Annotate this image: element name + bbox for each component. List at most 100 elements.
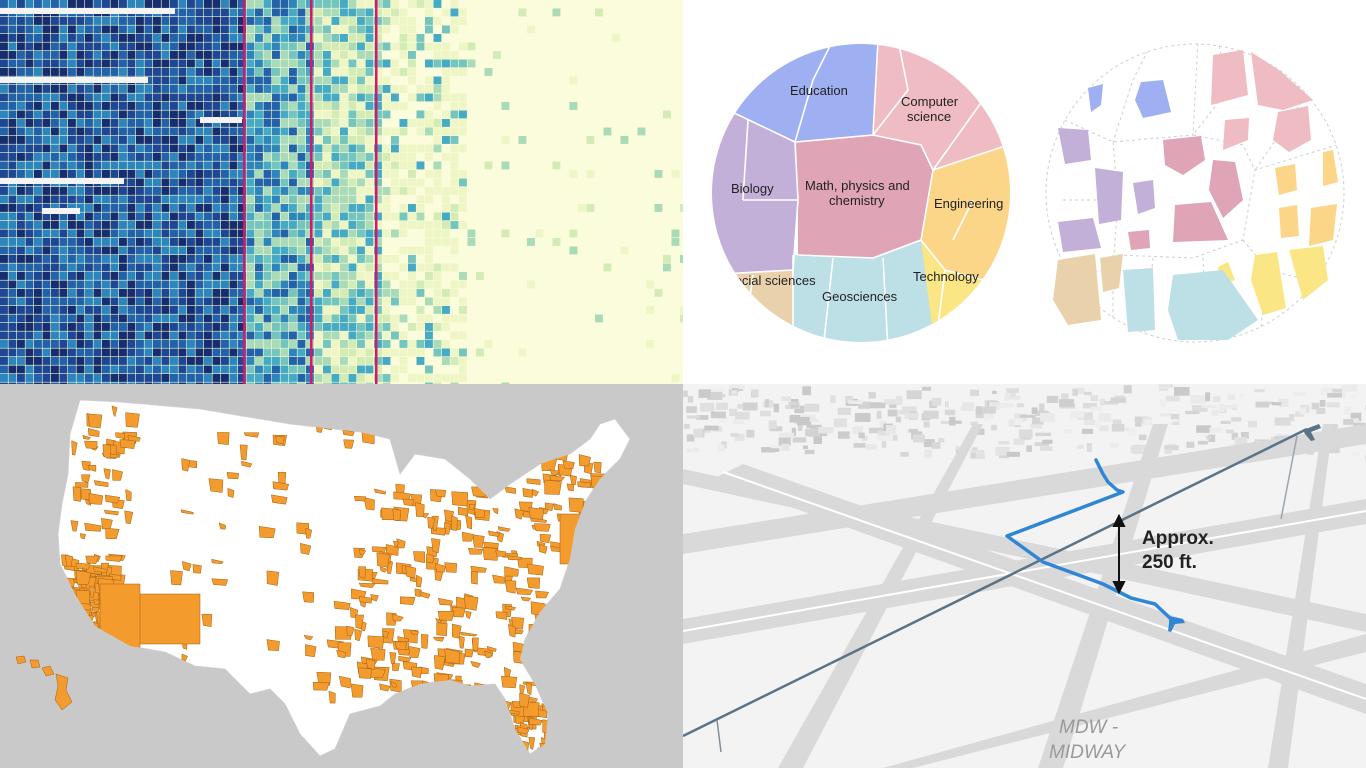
heatmap-cell [93,34,102,42]
heatmap-cell [391,238,399,246]
heatmap-cell [646,331,654,340]
heatmap-cell [365,0,374,8]
heatmap-cell [8,263,17,272]
voronoi-panel[interactable]: Education Computer science Biology Math,… [683,0,1366,384]
heatmap-cell [119,187,127,195]
heatmap-cell [34,365,42,374]
heatmap-cell [195,8,204,17]
heatmap-cell [620,119,629,127]
heatmap-cell [552,0,561,8]
us-map-panel[interactable] [0,384,683,768]
heatmap-cell [484,136,493,144]
heatmap-cell [212,42,221,51]
heatmap-cell [365,272,374,280]
heatmap-cell [289,127,297,136]
heatmap-cell [161,306,170,314]
heatmap-cell [620,59,629,68]
heatmap-cell [374,8,382,17]
heatmap-cell [365,102,374,110]
county-shape [71,599,80,610]
city-block [852,426,863,434]
heatmap-cell [433,255,442,263]
heatmap-cell [102,357,110,365]
heatmap-cell [671,229,680,238]
heatmap-cell [365,170,374,178]
heatmap-cell [603,365,612,374]
heatmap-cell [586,170,595,178]
heatmap-cell [671,323,680,331]
heatmap-cell [671,59,680,68]
county-shape [346,625,355,637]
heatmap-cell [637,297,646,306]
heatmap-panel[interactable] [0,0,683,384]
heatmap-cell [178,221,187,229]
heatmap-cell [612,170,620,178]
heatmap-cell [595,51,603,59]
heatmap-cell [8,306,17,314]
heatmap-cell [399,42,408,51]
heatmap-cell [263,195,272,204]
heatmap-cell [357,59,365,68]
heatmap-cell [42,357,51,365]
heatmap-cell [204,187,212,195]
heatmap-cell [501,110,510,119]
flight-path-panel[interactable]: Approx. 250 ft. MDW - MIDWAY [683,384,1366,768]
heatmap-cell [306,323,314,331]
county-shape [467,547,483,555]
heatmap-cell [595,246,603,255]
heatmap-cell [578,357,586,365]
heatmap-cell [127,0,136,8]
heatmap-cell [484,289,493,297]
heatmap-cell [323,229,331,238]
heatmap-cell [510,25,518,34]
heatmap-cell [323,0,331,8]
county-shape [435,617,443,623]
heatmap-cell [59,382,68,384]
heatmap-cell [603,255,612,263]
heatmap-cell [314,195,323,204]
heatmap-cell [663,136,671,144]
heatmap-cell [255,297,263,306]
heatmap-cell [17,246,25,255]
heatmap-cell [102,374,110,382]
heatmap-cell [85,221,93,229]
heatmap-cell [136,51,144,59]
heatmap-cell [544,42,552,51]
heatmap-cell [433,144,442,153]
heatmap-cell [263,263,272,272]
heatmap-cell [280,68,289,76]
heatmap-cell [374,187,382,195]
heatmap-cell [552,289,561,297]
heatmap-cell [110,280,119,289]
heatmap-cell [357,272,365,280]
heatmap-cell [187,382,195,384]
heatmap-cell [170,51,178,59]
voronoi-left: Education Computer science Biology Math,… [712,44,1010,342]
city-block [1090,406,1103,412]
heatmap-cell [476,246,484,255]
heatmap-cell [297,365,306,374]
city-block [1174,386,1190,396]
heatmap-cell [195,34,204,42]
heatmap-cell [501,263,510,272]
heatmap-cell [59,306,68,314]
heatmap-cell [68,280,76,289]
heatmap-cell [34,246,42,255]
label-math-2: chemistry [829,193,885,208]
heatmap-cell [51,348,59,357]
city-block [1299,407,1307,415]
heatmap-cell [289,51,297,59]
heatmap-cell [272,17,280,25]
heatmap-cell [374,170,382,178]
city-block [792,437,807,443]
heatmap-cell [365,204,374,212]
heatmap-cell [535,187,544,195]
heatmap-cell [484,34,493,42]
county-shape [75,563,91,570]
heatmap-cell [170,110,178,119]
heatmap-cell [331,76,340,85]
heatmap-cell [246,280,255,289]
heatmap-cell [297,289,306,297]
heatmap-cell [161,136,170,144]
heatmap-cell [595,204,603,212]
